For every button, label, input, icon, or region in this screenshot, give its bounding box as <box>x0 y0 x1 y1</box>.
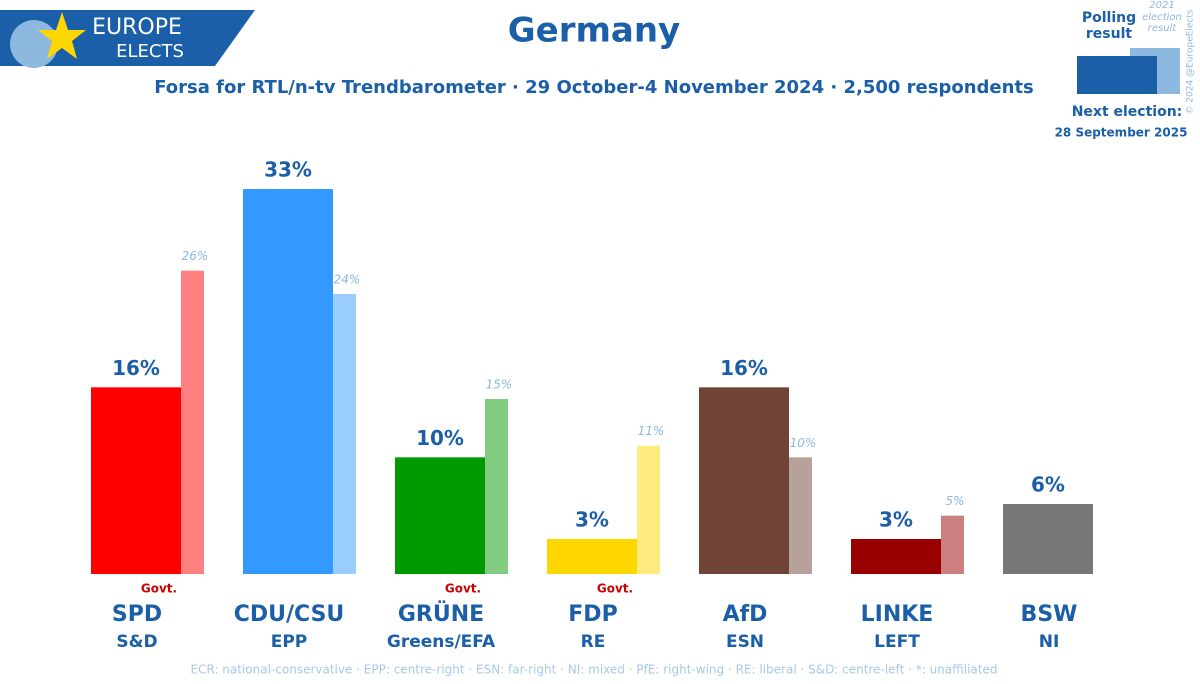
x-tick-label: SPD <box>112 602 162 627</box>
value-label: 15% <box>486 378 513 392</box>
x-tick-label: GRÜNE <box>398 601 484 627</box>
value-label: 10% <box>790 436 817 450</box>
legend-label: 2021 election result <box>1142 0 1182 34</box>
value-label: 5% <box>945 494 964 508</box>
bar <box>91 387 181 574</box>
value-label: 3% <box>879 508 913 532</box>
govt-label: Govt. <box>597 582 633 596</box>
bar <box>395 457 485 574</box>
value-label: 6% <box>1031 473 1065 497</box>
credit: © 2024 @EuropeElects <box>1186 9 1196 114</box>
bar <box>789 457 812 574</box>
legend-label: Polling result <box>1081 10 1137 43</box>
bar <box>637 445 660 574</box>
logo-text: EUROPE <box>92 15 182 40</box>
group-label: RE <box>581 632 606 652</box>
next-election-label: Next election: <box>1072 104 1183 120</box>
value-label: 3% <box>575 508 609 532</box>
legend-swatch <box>1077 56 1157 94</box>
bar <box>485 399 508 574</box>
chart-title: Germany <box>508 11 680 51</box>
value-label: 11% <box>638 424 665 438</box>
logo-globe <box>10 20 58 68</box>
value-label: 24% <box>334 273 361 287</box>
bar <box>941 515 964 574</box>
footnote: ECR: national-conservative · EPP: centre… <box>191 663 998 677</box>
group-label: S&D <box>116 632 157 652</box>
group-label: EPP <box>271 632 308 652</box>
x-tick-label: CDU/CSU <box>234 602 345 627</box>
bar <box>547 539 637 574</box>
bar <box>851 539 941 574</box>
x-tick-label: LINKE <box>861 602 934 627</box>
govt-label: Govt. <box>141 582 177 596</box>
govt-label: Govt. <box>445 582 481 596</box>
x-tick-label: BSW <box>1021 602 1078 627</box>
value-label: 16% <box>112 356 160 380</box>
logo-text: ELECTS <box>116 41 184 62</box>
logo-star <box>38 12 86 59</box>
bar <box>243 189 333 574</box>
value-label: 10% <box>416 426 464 450</box>
bar <box>181 270 204 574</box>
x-tick-label: FDP <box>568 602 617 627</box>
bar <box>333 294 356 574</box>
value-label: 26% <box>182 249 209 263</box>
group-label: NI <box>1039 632 1060 652</box>
group-label: ESN <box>726 632 764 652</box>
value-label: 16% <box>720 356 768 380</box>
value-label: 33% <box>264 158 312 182</box>
next-election-date: 28 September 2025 <box>1055 126 1188 140</box>
x-tick-label: AfD <box>723 602 768 627</box>
bar <box>699 387 789 574</box>
group-label: Greens/EFA <box>387 632 496 652</box>
chart-subtitle: Forsa for RTL/n-tv Trendbarometer · 29 O… <box>154 77 1034 98</box>
bar <box>1003 504 1093 574</box>
group-label: LEFT <box>874 632 920 652</box>
